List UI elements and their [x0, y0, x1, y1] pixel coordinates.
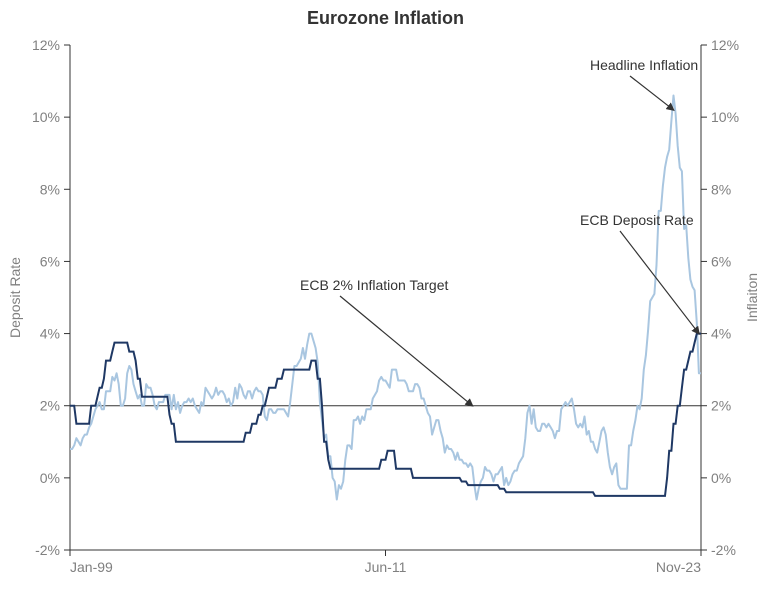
chart-title: Eurozone Inflation: [307, 8, 464, 28]
y-left-tick-label: 8%: [40, 181, 60, 197]
y-left-tick-label: 6%: [40, 253, 60, 269]
annotation-arrow: [340, 296, 472, 406]
y-right-tick-label: 12%: [711, 37, 739, 53]
headline-inflation-series: [70, 96, 701, 500]
y-right-tick-label: 6%: [711, 253, 731, 269]
y-right-tick-label: 4%: [711, 326, 731, 342]
y-left-tick-label: 2%: [40, 398, 60, 414]
ecb-deposit-rate-series: [70, 334, 701, 496]
annotation-arrow: [630, 76, 673, 110]
x-tick-label: Jan-99: [70, 559, 113, 575]
y-left-axis-label: Deposit Rate: [7, 257, 23, 338]
annotation-label: ECB Deposit Rate: [580, 212, 694, 228]
y-left-tick-label: -2%: [35, 542, 60, 558]
chart-container: Eurozone Inflation -2% -2% 0% 0% 2% 2% 4% 4% 6% 6%…: [0, 0, 771, 595]
y-right-tick-label: 10%: [711, 109, 739, 125]
annotation-label: Headline Inflation: [590, 57, 698, 73]
annotation-label: ECB 2% Inflation Target: [300, 277, 448, 293]
y-right-tick-label: 8%: [711, 181, 731, 197]
y-right-axis-label: Inflaiton: [744, 273, 760, 322]
x-tick-label: Nov-23: [656, 559, 701, 575]
y-left-tick-label: 12%: [32, 37, 60, 53]
y-right-tick-label: -2%: [711, 542, 736, 558]
y-right-tick-label: 2%: [711, 398, 731, 414]
x-tick-label: Jun-11: [365, 559, 407, 575]
y-left-tick-label: 10%: [32, 109, 60, 125]
y-left-tick-label: 0%: [40, 470, 60, 486]
y-left-tick-label: 4%: [40, 326, 60, 342]
y-right-tick-label: 0%: [711, 470, 731, 486]
chart-svg: Eurozone Inflation -2% -2% 0% 0% 2% 2% 4% 4% 6% 6%…: [0, 0, 771, 595]
